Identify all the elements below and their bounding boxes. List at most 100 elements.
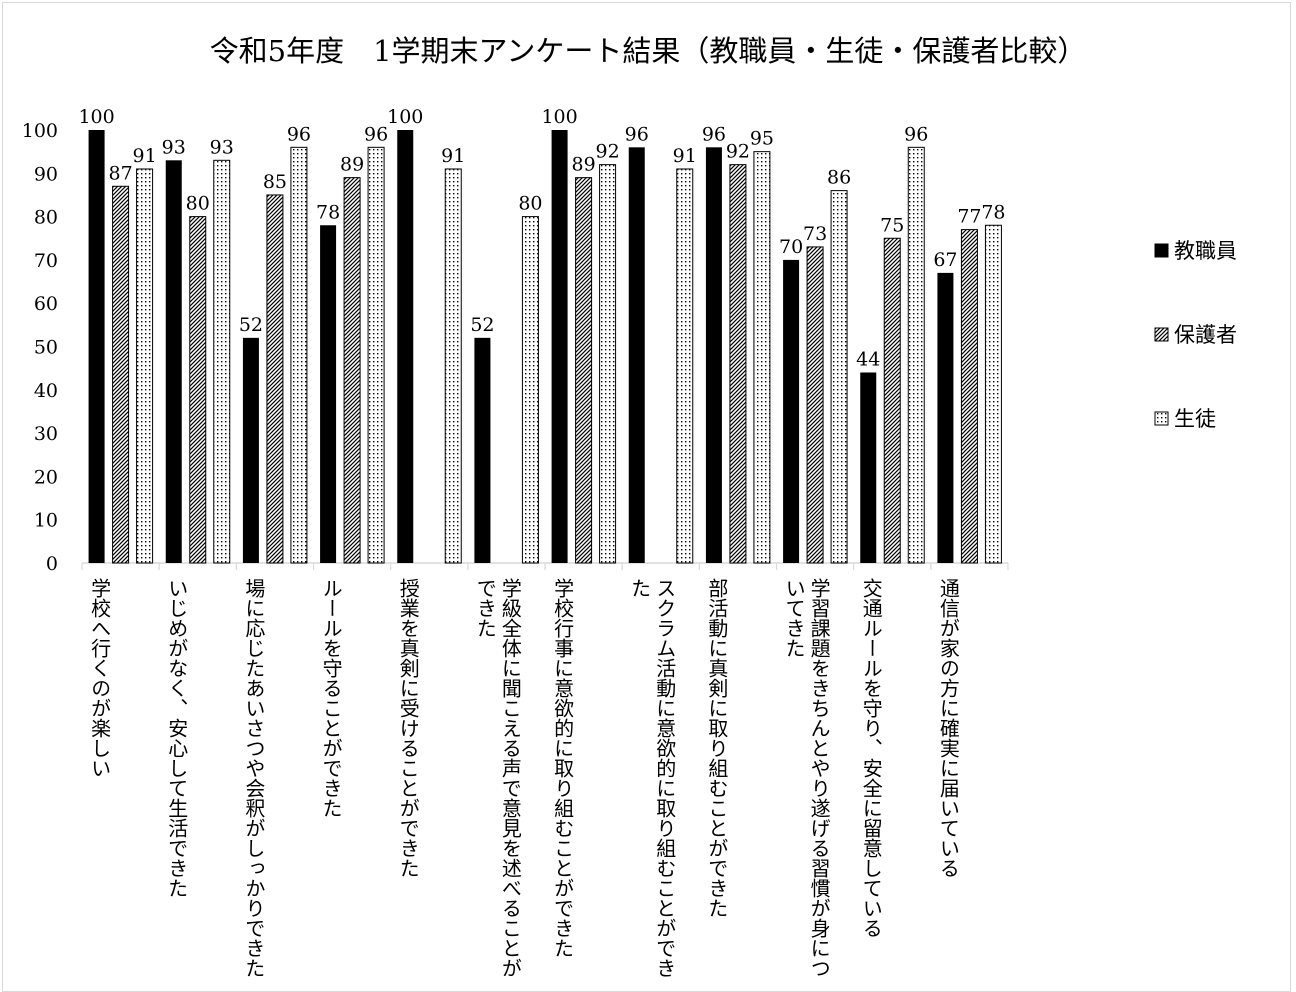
bar-保護者-11 — [960, 229, 978, 564]
data-label: 70 — [779, 236, 803, 258]
bar-教職員-7 — [628, 147, 645, 563]
bar-教職員-0 — [88, 130, 105, 563]
legend-swatch-教職員 — [1154, 243, 1169, 258]
data-label: 75 — [880, 214, 904, 236]
bar-生徒-0 — [136, 168, 154, 564]
data-label: 96 — [625, 123, 649, 145]
y-tick-label: 60 — [34, 293, 58, 315]
legend-label: 保護者 — [1174, 323, 1237, 347]
category-label: いじめがなく、安心して生活できた — [164, 578, 189, 898]
data-label: 92 — [726, 141, 750, 163]
y-tick-label: 80 — [34, 207, 58, 229]
data-label: 96 — [287, 123, 311, 145]
category-label: ルールを守ることができた — [319, 578, 344, 818]
data-label: 87 — [108, 162, 132, 184]
data-label: 91 — [441, 145, 465, 167]
bar-教職員-9 — [783, 259, 800, 563]
bar-保護者-3 — [343, 177, 361, 564]
bar-教職員-1 — [165, 160, 182, 563]
category-label: 部活動に真剣に取り組むことができた — [704, 578, 729, 918]
bar-教職員-10 — [860, 372, 877, 563]
data-label: 91 — [673, 145, 697, 167]
bar-教職員-6 — [551, 130, 568, 563]
data-label: 80 — [518, 193, 542, 215]
chart-title: 令和5年度 1学期末アンケート結果（教職員・生徒・保護者比較） — [209, 34, 1087, 68]
y-tick-label: 90 — [34, 163, 58, 185]
category-label: スクラム活動に意欲的に取り組むことができた — [627, 578, 677, 978]
data-label: 92 — [595, 141, 619, 163]
bar-生徒-5 — [521, 216, 539, 564]
bar-保護者-8 — [729, 164, 747, 564]
data-label: 85 — [263, 171, 287, 193]
data-label: 86 — [827, 167, 851, 189]
category-label: 学校行事に意欲的に取り組むことができた — [550, 578, 575, 958]
bar-保護者-0 — [112, 185, 130, 564]
data-label: 44 — [856, 348, 880, 370]
data-label: 52 — [239, 314, 263, 336]
category-label: 授業を真剣に受けることができた — [396, 578, 421, 878]
category-label-box: 場に応じたあいさつや会釈がしっかりできた — [241, 578, 266, 978]
data-label: 93 — [162, 136, 186, 158]
category-label-box: 学級全体に聞こえる声で意見を述べることができた — [473, 578, 523, 978]
data-label: 52 — [470, 314, 494, 336]
category-label-box: 授業を真剣に受けることができた — [396, 578, 421, 878]
category-label-box: 部活動に真剣に取り組むことができた — [704, 578, 729, 918]
data-label: 95 — [750, 128, 774, 150]
bar-保護者-2 — [266, 194, 284, 564]
legend-swatch-保護者 — [1154, 327, 1169, 342]
y-tick-label: 10 — [34, 510, 58, 532]
data-label: 93 — [210, 136, 234, 158]
category-label-box: ルールを守ることができた — [319, 578, 344, 818]
data-label: 89 — [340, 154, 364, 176]
category-label: 学級全体に聞こえる声で意見を述べることができた — [473, 578, 523, 978]
bar-生徒-2 — [290, 146, 308, 564]
bar-生徒-7 — [676, 168, 694, 564]
bar-保護者-6 — [575, 177, 593, 564]
bar-教職員-8 — [705, 147, 722, 563]
category-label: 学習課題をきちんとやり遂げる習慣が身についてきた — [782, 578, 832, 978]
bar-生徒-11 — [984, 224, 1002, 564]
category-label-box: 学習課題をきちんとやり遂げる習慣が身についてきた — [782, 578, 832, 978]
legend-label: 生徒 — [1174, 407, 1216, 431]
category-label: 学校へ行くのが楽しい — [87, 578, 112, 778]
bar-生徒-9 — [830, 190, 848, 564]
legend-label: 教職員 — [1174, 239, 1237, 263]
data-label: 78 — [981, 201, 1005, 223]
bar-生徒-10 — [907, 146, 925, 564]
category-label: 場に応じたあいさつや会釈がしっかりできた — [241, 578, 266, 978]
y-tick-label: 50 — [34, 337, 58, 359]
data-label: 96 — [702, 123, 726, 145]
y-tick-label: 30 — [34, 423, 58, 445]
bar-教職員-4 — [397, 130, 414, 563]
category-label: 交通ルールを守り、安全に留意している — [859, 578, 884, 938]
category-label-box: 学校へ行くのが楽しい — [87, 578, 112, 778]
data-label: 67 — [933, 249, 957, 271]
category-label-box: 通信が家の方に確実に届いている — [936, 578, 961, 878]
bar-生徒-6 — [599, 164, 617, 564]
bar-生徒-3 — [367, 146, 385, 564]
data-label: 100 — [387, 106, 423, 128]
data-label: 89 — [571, 154, 595, 176]
bar-生徒-1 — [213, 159, 231, 564]
bar-教職員-11 — [937, 272, 954, 563]
data-label: 78 — [316, 201, 340, 223]
data-label: 100 — [78, 106, 114, 128]
category-label-box: 学校行事に意欲的に取り組むことができた — [550, 578, 575, 958]
bar-保護者-1 — [189, 216, 207, 564]
y-tick-label: 40 — [34, 380, 58, 402]
category-label-box: 交通ルールを守り、安全に留意している — [859, 578, 884, 938]
bar-保護者-9 — [806, 246, 824, 564]
y-tick-label: 0 — [46, 553, 58, 575]
y-tick-label: 20 — [34, 466, 58, 488]
category-label-box: スクラム活動に意欲的に取り組むことができた — [627, 578, 677, 978]
bar-保護者-10 — [883, 237, 901, 564]
bar-生徒-4 — [444, 168, 462, 564]
legend-swatch-生徒 — [1154, 411, 1169, 426]
y-tick-label: 100 — [22, 120, 58, 142]
data-label: 91 — [132, 145, 156, 167]
bar-生徒-8 — [753, 151, 771, 564]
data-label: 77 — [957, 206, 981, 228]
bar-教職員-2 — [242, 337, 259, 563]
category-label: 通信が家の方に確実に届いている — [936, 578, 961, 878]
